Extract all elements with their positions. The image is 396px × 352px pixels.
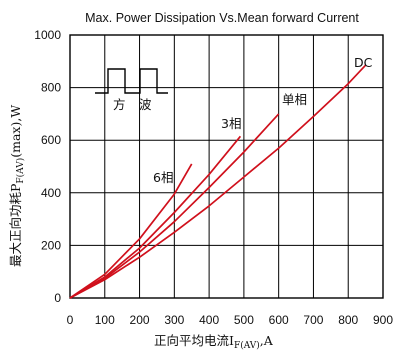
x-tick-label: 300 <box>164 313 184 327</box>
inset-label-left: 方 <box>113 97 126 112</box>
x-tick-label: 400 <box>199 313 219 327</box>
series-label: 3相 <box>221 116 241 131</box>
series-label: 6相 <box>153 170 173 185</box>
series-label: 单相 <box>282 92 307 107</box>
series-line <box>69 113 280 299</box>
y-axis-label: 最大正向功耗PF(AV)(max),W <box>8 105 26 267</box>
x-tick-label: 800 <box>338 313 358 327</box>
inset-label-right: 波 <box>139 97 152 112</box>
x-axis-label: 正向平均电流IF(AV),A <box>154 333 274 351</box>
series-line <box>69 64 367 299</box>
y-tick-label: 0 <box>54 291 61 305</box>
x-tick-label: 600 <box>269 313 289 327</box>
series-line <box>69 163 193 299</box>
chart-title: Max. Power Dissipation Vs.Mean forward C… <box>85 11 359 25</box>
y-tick-label: 1000 <box>34 28 61 42</box>
series-line <box>69 135 242 299</box>
x-tick-label: 900 <box>373 313 393 327</box>
series-label: DC <box>354 55 373 70</box>
x-axis-label-main: 正向平均电流I <box>154 333 234 348</box>
y-tick-label: 800 <box>41 81 61 95</box>
y-axis-label-sub: F(AV) <box>15 158 26 184</box>
y-axis-label-main: 最大正向功耗P <box>8 184 23 267</box>
plot-frame <box>69 34 384 299</box>
square-wave-inset: 方 波 <box>95 68 168 112</box>
x-tick-label: 500 <box>234 313 254 327</box>
y-ticks: 0 200 400 600 800 1000 <box>34 28 61 305</box>
x-tick-label: 200 <box>130 313 150 327</box>
x-axis-label-sub: F(AV) <box>234 340 260 351</box>
series-labels: DC 单相 3相 6相 <box>153 55 373 185</box>
x-ticks: 0 100 200 300 400 500 600 700 800 900 <box>67 313 394 327</box>
y-tick-label: 600 <box>41 133 61 147</box>
x-tick-label: 700 <box>303 313 323 327</box>
y-axis-label-tail: (max),W <box>8 105 23 158</box>
square-wave-icon <box>95 68 168 94</box>
series-lines <box>69 64 367 299</box>
x-tick-label: 0 <box>67 313 74 327</box>
y-tick-label: 400 <box>41 186 61 200</box>
grid <box>70 35 383 298</box>
x-tick-label: 100 <box>95 313 115 327</box>
x-axis-label-tail: ,A <box>260 333 274 348</box>
y-tick-label: 200 <box>41 238 61 252</box>
